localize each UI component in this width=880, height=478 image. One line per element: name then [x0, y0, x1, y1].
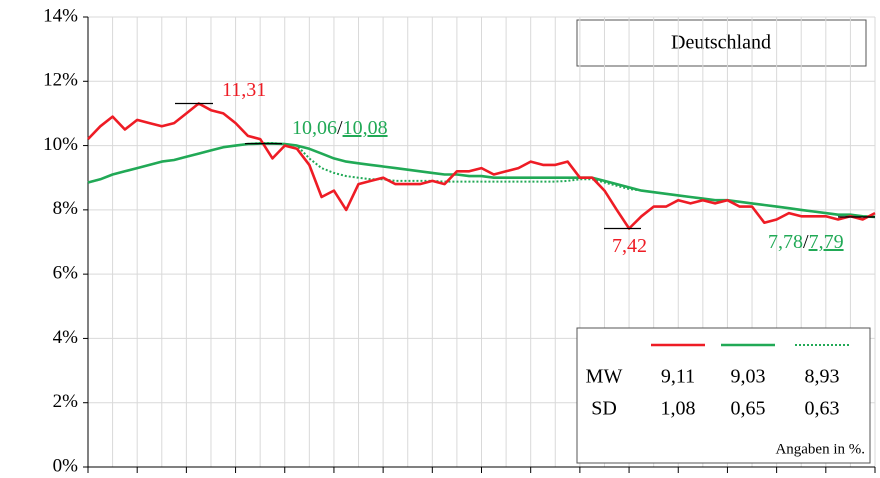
series-line — [87, 142, 876, 219]
stats-value: 0,63 — [805, 398, 840, 420]
series-line — [87, 102, 876, 230]
annotation-part: 10,06 — [292, 117, 337, 139]
annotation: 11,31 — [222, 79, 266, 101]
title-box — [576, 19, 867, 67]
annotation-part: 7,78 — [768, 231, 803, 253]
y-tick-label: 4% — [53, 327, 79, 348]
y-tick-label: 2% — [53, 391, 79, 412]
stats-value: 1,08 — [661, 398, 696, 420]
stats-row-label: SD — [591, 398, 617, 420]
y-tick-label: 10% — [43, 134, 78, 155]
annotation: 10,06/10,08 — [292, 117, 388, 139]
stats-value: 8,93 — [805, 366, 840, 388]
stats-row-label: MW — [586, 366, 623, 388]
y-tick-label: 12% — [43, 70, 78, 91]
annotation-part: 11,31 — [222, 79, 266, 101]
y-tick-label: 6% — [53, 263, 79, 284]
annotation-part: 7,79 — [809, 231, 844, 253]
y-tick-label: 8% — [53, 198, 79, 219]
annotation: 7,42 — [612, 235, 647, 257]
stats-box — [576, 327, 871, 464]
y-tick-label: 14% — [43, 5, 78, 26]
chart-title: Deutschland — [671, 32, 771, 54]
y-tick-label: 0% — [53, 455, 79, 476]
note: Angaben in %. — [775, 441, 865, 457]
annotation-part: / — [803, 231, 809, 253]
annotation-part: 7,42 — [612, 235, 647, 257]
annotation-part: 10,08 — [343, 117, 388, 139]
annotation: 7,78/7,79 — [768, 231, 844, 253]
stats-value: 0,65 — [731, 398, 766, 420]
annotation-part: / — [337, 117, 343, 139]
stats-value: 9,03 — [731, 366, 766, 388]
stats-value: 9,11 — [661, 366, 695, 388]
